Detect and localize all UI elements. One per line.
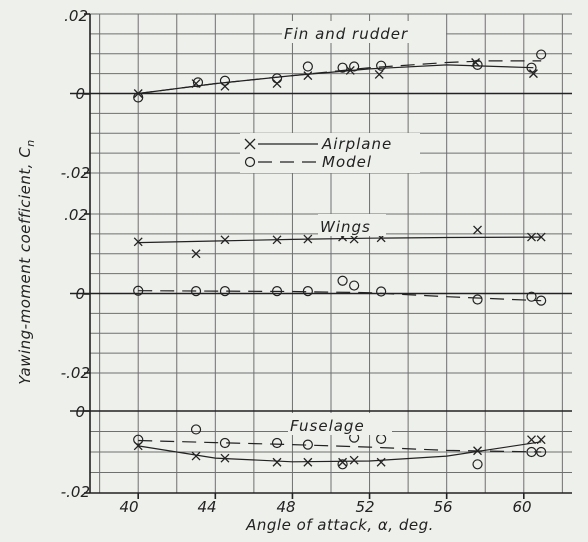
data-point-airplane xyxy=(133,237,143,247)
data-point-airplane xyxy=(191,451,201,461)
data-point-model xyxy=(302,61,313,72)
data-point-model xyxy=(133,285,144,296)
series-curve-model xyxy=(138,439,542,453)
data-point-model xyxy=(192,77,204,88)
x-tick-label: 40 xyxy=(119,498,138,516)
data-point-airplane xyxy=(303,234,313,244)
data-point-airplane xyxy=(349,455,359,465)
data-point-model xyxy=(526,62,537,73)
legend-airplane-label: Airplane xyxy=(321,135,392,153)
data-point-model xyxy=(133,434,144,445)
data-point-model xyxy=(526,291,537,302)
legend: Airplane Model xyxy=(240,133,420,173)
data-point-model xyxy=(536,295,547,306)
x-axis-title: Angle of attack, α, deg. xyxy=(245,516,434,534)
series-curve-airplane xyxy=(138,64,534,95)
data-point-model xyxy=(271,437,283,449)
data-point-airplane xyxy=(272,79,282,89)
data-point-airplane xyxy=(528,69,538,79)
x-tick-label: 60 xyxy=(512,498,531,516)
data-point-airplane xyxy=(473,225,482,235)
x-tick-labels: 40 44 48 52 56 60 xyxy=(119,498,531,516)
data-point-airplane xyxy=(272,457,282,467)
y-axis-title: Yawing-moment coefficient, Cn xyxy=(16,139,37,385)
y-tick-label: -.02 xyxy=(61,164,90,182)
y-tick-label: -.02 xyxy=(61,483,90,501)
legend-backing xyxy=(240,133,420,173)
x-tick-label: 48 xyxy=(276,498,295,516)
panel-title-backing xyxy=(288,413,392,435)
series-layer xyxy=(133,49,547,470)
data-point-model xyxy=(302,439,313,450)
legend-model-marker xyxy=(244,156,256,168)
data-point-airplane xyxy=(338,457,348,467)
data-point-model xyxy=(536,49,547,60)
data-point-model xyxy=(349,280,360,291)
x-tick-label: 56 xyxy=(433,498,452,516)
panel-title-backing xyxy=(318,214,386,236)
axis-layer xyxy=(70,13,572,499)
panel-titles: Fin and rudder Wings Fuselage xyxy=(282,21,446,435)
y-tick-label: 0 xyxy=(75,285,85,303)
data-point-model xyxy=(337,62,348,73)
data-point-model xyxy=(219,286,231,297)
data-point-model xyxy=(472,294,483,305)
data-point-model xyxy=(526,446,537,458)
y-axis-title-main: Yawing-moment coefficient, C xyxy=(16,147,34,385)
data-point-model xyxy=(219,437,231,449)
data-point-model xyxy=(472,459,483,470)
data-point-airplane xyxy=(303,457,313,467)
x-tick-label: 44 xyxy=(197,498,216,516)
y-tick-label: 0 xyxy=(75,403,85,421)
series-curve-airplane xyxy=(138,441,542,463)
panel-title-wings: Wings xyxy=(320,218,371,236)
data-point-model xyxy=(190,286,202,297)
y-tick-labels: .02 0 -.02 .02 0 -.02 0 -.02 xyxy=(61,7,90,501)
data-point-model xyxy=(190,424,202,435)
data-point-model xyxy=(337,459,348,470)
y-tick-label: 0 xyxy=(75,85,85,103)
data-point-airplane xyxy=(527,435,536,445)
data-point-model xyxy=(271,73,283,84)
data-point-model xyxy=(349,61,360,72)
y-tick-label: -.02 xyxy=(61,364,90,382)
data-point-model xyxy=(302,286,313,297)
data-point-airplane xyxy=(220,81,230,91)
data-point-model xyxy=(472,59,483,70)
data-point-model xyxy=(376,60,387,71)
legend-model-label: Model xyxy=(322,153,372,171)
series-curve-model xyxy=(138,60,542,95)
panel-title-fuselage: Fuselage xyxy=(290,417,365,435)
data-point-model xyxy=(337,275,348,286)
data-point-airplane xyxy=(527,232,536,242)
data-point-model xyxy=(271,286,283,297)
data-point-airplane xyxy=(272,235,282,245)
data-point-model xyxy=(536,446,547,458)
data-point-airplane xyxy=(191,249,201,259)
x-tick-label: 52 xyxy=(355,498,374,516)
data-point-airplane xyxy=(376,457,386,467)
y-tick-label: .02 xyxy=(64,206,88,224)
panel-title-backing xyxy=(282,21,446,43)
series-curve-airplane xyxy=(138,236,542,244)
data-point-model xyxy=(219,75,231,86)
data-point-model xyxy=(376,286,387,297)
data-point-airplane xyxy=(374,69,384,79)
panel-title-fin-and-rudder: Fin and rudder xyxy=(284,25,408,43)
data-point-model xyxy=(376,433,387,444)
data-point-airplane xyxy=(349,234,359,244)
data-point-airplane xyxy=(536,435,546,445)
y-axis-title-subscript: n xyxy=(24,139,37,146)
data-point-airplane xyxy=(220,453,230,463)
data-point-airplane xyxy=(220,235,230,245)
data-point-model xyxy=(133,92,144,103)
data-point-airplane xyxy=(536,232,546,242)
y-tick-label: .02 xyxy=(64,7,88,25)
data-point-airplane xyxy=(303,71,313,81)
legend-airplane-marker xyxy=(244,138,256,150)
